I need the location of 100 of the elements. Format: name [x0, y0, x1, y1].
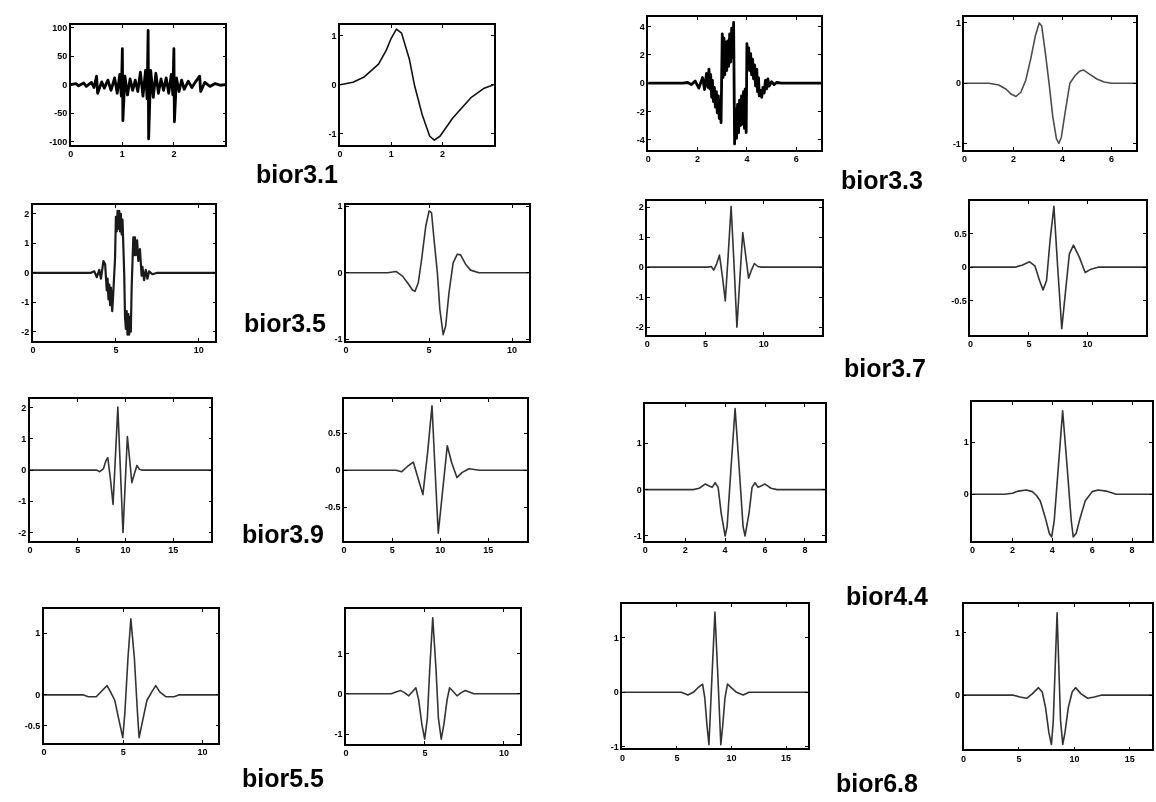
x-tick-label: 6 [1109, 154, 1115, 165]
y-tick-label: 100 [52, 22, 68, 33]
x-tick-label: 5 [703, 339, 709, 350]
x-tick-label: 10 [435, 545, 446, 556]
x-tick-label: 2 [1009, 545, 1015, 556]
text: bior3.5 [244, 309, 327, 337]
y-tick-label: 0 [21, 465, 27, 476]
x-tick-label: 15 [1124, 754, 1135, 765]
text: bior6.8 [836, 769, 919, 797]
y-tick-label: -4 [636, 134, 645, 145]
y-tick-label: 2 [639, 50, 645, 61]
line-series [622, 611, 808, 746]
y-tick-label: -1 [328, 128, 337, 139]
x-tick-label: 8 [802, 545, 808, 556]
x-tick-label: 10 [498, 748, 509, 759]
line-series [647, 205, 822, 328]
y-tick-label: -2 [18, 527, 27, 538]
x-tick-label: 2 [440, 149, 446, 160]
y-tick-label: 4 [639, 21, 645, 32]
y-tick-label: 0 [331, 79, 337, 90]
y-tick-label: 50 [57, 51, 68, 62]
x-tick-label: 10 [193, 345, 204, 356]
x-tick-label: 1 [119, 149, 125, 160]
y-tick-label: 0 [337, 688, 343, 699]
x-tick-label: 10 [1069, 754, 1080, 765]
y-tick-label: 0 [35, 690, 41, 701]
x-tick-label: 5 [674, 753, 680, 764]
line-series [346, 617, 520, 740]
y-tick-label: -1 [334, 334, 343, 345]
x-tick-label: 5 [120, 747, 126, 758]
text: bior3.1 [256, 160, 339, 188]
y-tick-label: -1 [633, 531, 642, 542]
line-series [972, 410, 1153, 538]
y-tick-label: 0 [955, 78, 961, 89]
y-tick-label: 1 [35, 628, 41, 639]
y-tick-label: 1 [613, 632, 619, 643]
x-tick-label: 15 [168, 545, 179, 556]
y-tick-label: -2 [636, 106, 645, 117]
y-tick-label: 0 [337, 267, 343, 278]
x-tick-label: 6 [793, 154, 799, 165]
y-tick-label: -50 [54, 108, 68, 119]
y-tick-label: -1 [334, 729, 343, 740]
text: bior3.9 [242, 520, 324, 548]
x-tick-label: 4 [1060, 154, 1066, 165]
x-tick-label: 5 [75, 545, 81, 556]
y-tick-label: 0 [62, 79, 68, 90]
y-tick-label: -1 [635, 292, 644, 303]
y-tick-label: 1 [24, 238, 30, 249]
y-tick-label: -0.5 [325, 502, 341, 513]
y-tick-label: 1 [337, 648, 343, 659]
x-tick-label: 2 [695, 154, 701, 165]
x-tick-label: 10 [120, 545, 131, 556]
x-tick-label: 4 [722, 545, 728, 556]
x-tick-label: 10 [507, 345, 518, 356]
y-tick-label: 0 [961, 262, 967, 273]
x-tick-label: 2 [1011, 154, 1017, 165]
line-series [32, 209, 216, 336]
x-tick-label: 5 [1026, 339, 1032, 350]
line-series [645, 407, 825, 537]
y-tick-label: 1 [21, 434, 27, 445]
y-tick-label: 0 [963, 489, 969, 500]
y-tick-label: 1 [331, 30, 337, 41]
y-tick-label: -1 [21, 297, 30, 308]
x-tick-label: 5 [113, 345, 119, 356]
y-tick-label: -2 [21, 326, 30, 337]
text: bior3.3 [841, 166, 923, 194]
y-tick-label: 1 [636, 438, 642, 449]
y-tick-label: -1 [610, 742, 619, 753]
x-tick-label: 15 [781, 753, 792, 764]
y-tick-label: 2 [24, 208, 30, 219]
x-tick-label: 10 [758, 339, 769, 350]
y-tick-label: 1 [955, 18, 961, 29]
x-tick-label: 5 [1016, 754, 1022, 765]
x-tick-label: 5 [422, 748, 428, 759]
y-tick-label: -100 [49, 136, 68, 147]
text: bior4.4 [846, 582, 929, 610]
y-tick-label: 0 [24, 267, 30, 278]
x-tick-label: 6 [762, 545, 768, 556]
x-tick-label: 1 [388, 149, 394, 160]
y-tick-label: 0 [954, 690, 960, 701]
x-tick-label: 2 [171, 149, 177, 160]
y-tick-label: 0 [613, 687, 619, 698]
line-series [970, 205, 1147, 330]
x-tick-label: 6 [1089, 545, 1095, 556]
line-series [964, 22, 1137, 145]
y-tick-label: 0 [639, 78, 645, 89]
y-tick-label: 0.5 [328, 428, 341, 439]
y-tick-label: 0 [638, 262, 644, 273]
line-series [340, 28, 494, 141]
text: bior5.5 [242, 764, 325, 792]
x-tick-label: 5 [389, 545, 395, 556]
x-tick-label: 8 [1129, 545, 1135, 556]
y-tick-label: 0 [636, 484, 642, 495]
y-tick-label: 1 [337, 201, 343, 212]
y-tick-label: -2 [635, 322, 644, 333]
x-tick-label: 5 [426, 345, 432, 356]
y-tick-label: 0 [335, 465, 341, 476]
y-tick-label: 2 [21, 402, 27, 413]
y-tick-label: -0.5 [24, 721, 41, 732]
x-tick-label: 10 [1082, 339, 1093, 350]
